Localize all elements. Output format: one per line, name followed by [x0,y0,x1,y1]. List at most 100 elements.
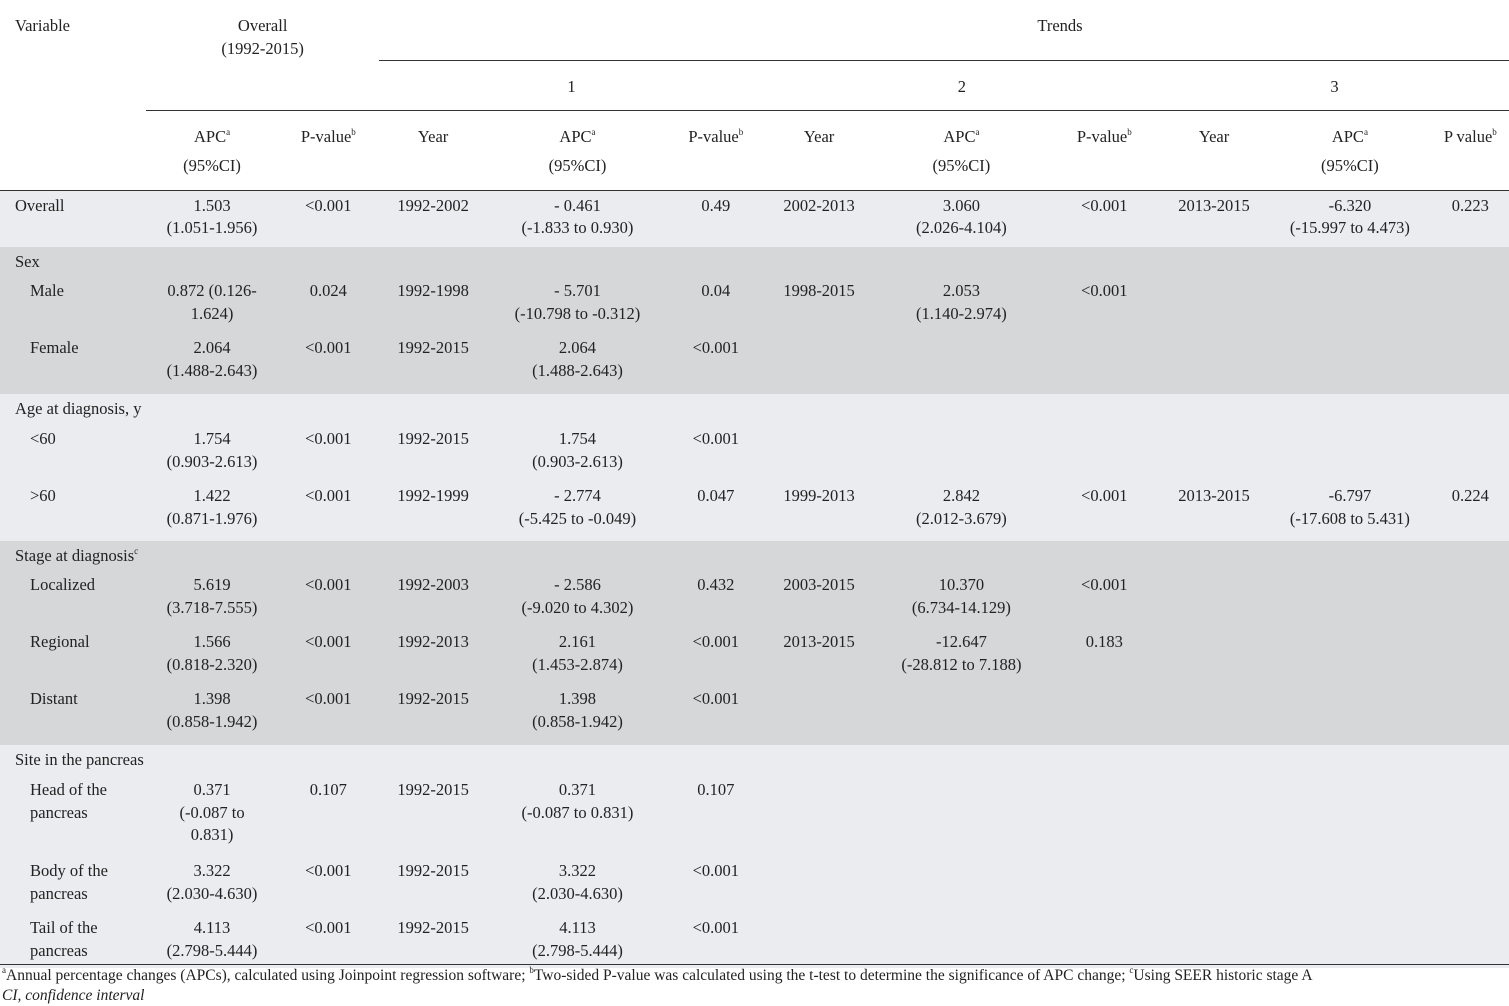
row-label: Tail of the pancreas [0,917,146,968]
p-value: <0.001 [692,861,740,880]
row-female: Female 2.064 (1.488-2.643) <0.001 1992-20… [0,337,1509,394]
ci-label: (95%CI) [183,156,241,175]
ci-value: (0.903-2.613) [166,451,258,471]
overall-apc-cell: 1.503 (1.051-1.956) [146,190,277,247]
row-head: Head of the pancreas 0.371 (-0.087 to 0.831… [0,779,1509,860]
ci-value: (-9.020 to 4.302) [521,597,634,617]
row-overall: Overall 1.503 (1.051-1.956) <0.001 1992-2… [0,190,1509,247]
row-label-line2: pancreas [30,940,88,960]
year-value: 1992-1998 [397,281,469,300]
t3-apc-header: APCa (95%CI) [1268,109,1432,190]
t1-apc-cell: - 2.774 (-5.425 to -0.049) [487,485,667,541]
ci-label: (95%CI) [1321,156,1379,175]
overall-apc-cell: 1.422 (0.871-1.976) [146,485,277,541]
footnote-a-sup: a [2,965,6,975]
ci-value: (1.488-2.643) [166,360,258,380]
year-value: 2013-2015 [1178,195,1250,215]
p-value: <0.001 [305,632,352,651]
year-value: 1998-2015 [783,281,855,300]
apc-value: - 5.701 [554,281,601,300]
p-value: 0.04 [701,281,731,300]
row-label: Head of the pancreas [0,779,146,860]
p-value: <0.001 [305,575,352,594]
year-value: 1992-2015 [397,338,469,357]
overall-apc-cell: 4.113 (2.798-5.444) [146,917,277,968]
pvalue-sup: b [1127,126,1132,137]
t1-apc-cell: 1.398 (0.858-1.942) [487,688,667,745]
trend-3-header: 3 [1159,59,1509,110]
t2-apc-cell: 2.842 (2.012-3.679) [874,485,1048,541]
t1-year-header: Year [378,109,488,190]
year-value: 2013-2015 [1178,486,1250,505]
apc-value: - 0.461 [554,195,601,215]
row-label: Localized [30,575,96,594]
apc-value: -6.320 [1328,195,1372,215]
header-row-1: Variable Overall (1992-2015) Trends [0,0,1509,60]
apc-sup: a [975,126,980,137]
apc-value: 0.371 [193,780,231,799]
header-row-2: 1 2 3 [0,59,1509,110]
year-value: 1992-2015 [397,861,469,880]
p-value: 0.432 [697,575,735,594]
row-stage: Stage at diagnosisc [0,541,1509,574]
apc-value: - 2.774 [554,486,601,505]
t1-apc-cell: 2.161 (1.453-2.874) [487,631,667,688]
ci-value: (-10.798 to -0.312) [514,303,641,323]
row-label-line1: Body of the [30,861,108,880]
apc-value: 1.503 [193,195,231,215]
ci-value: (-5.425 to -0.049) [518,508,637,528]
year-value: 1992-2002 [397,195,469,215]
p-value: <0.001 [305,195,352,215]
row-label: Body of the pancreas [0,860,146,917]
footnote-c-text: Using SEER historic stage A [1133,967,1313,984]
year-value: 1992-2013 [397,632,469,651]
apc-sup: a [1363,126,1368,137]
apc-value: 0.371 [558,780,597,799]
variable-header: Variable [15,16,70,35]
year-value: 1992-2015 [397,429,469,448]
overall-apc-cell: 0.371 (-0.087 to 0.831) [146,779,277,860]
row-site: Site in the pancreas [0,745,1509,779]
row-label: Regional [30,632,90,651]
overall-apc-cell: 3.322 (2.030-4.630) [146,860,277,917]
row-label-line2: pancreas [30,883,88,903]
p-value: 0.107 [697,780,735,799]
year-value: 1992-2015 [397,780,469,799]
ci-value: (0.903-2.613) [532,451,623,471]
ci-value: (2.030-4.630) [532,883,623,903]
trend-1-header: 1 [378,59,764,110]
p-value: <0.001 [1081,195,1128,215]
t2-apc-cell: 2.053 (1.140-2.974) [874,280,1048,337]
row-localized: Localized 5.619 (3.718-7.555) <0.001 1992… [0,574,1509,631]
apc-value: 1.754 [558,429,597,448]
pvalue-sup: b [351,126,356,137]
apc-sup: a [591,126,596,137]
apc-value: 1.398 [193,689,231,708]
row-male: Male 0.872 (0.126- 1.624) 0.024 1992-1998… [0,280,1509,337]
row-body: Body of the pancreas 3.322 (2.030-4.630) <… [0,860,1509,917]
row-label: >60 [30,486,56,505]
apc-sup: a [226,126,231,137]
overall-header-years: (1992-2015) [221,38,304,58]
p-value: 0.024 [309,281,347,300]
t2-apc-cell: 10.370 (6.734-14.129) [874,574,1048,631]
overall-apc-cell: 1.566 (0.818-2.320) [146,631,277,688]
t1-apc-cell: 4.113 (2.798-5.444) [487,917,667,968]
row-label-line1: Head of the [30,780,107,799]
t1-apc-cell: - 0.461 (-1.833 to 0.930) [487,190,667,247]
year-value: 1999-2013 [783,486,855,505]
ci-value: (-1.833 to 0.930) [521,218,634,237]
overall-header: Overall (1992-2015) [146,0,379,60]
t2-year-header: Year [763,109,875,190]
ci-label: (95%CI) [932,156,991,175]
apc-value: 2.064 [558,338,597,357]
row-sex: Sex [0,247,1509,280]
t3-apc-cell: -6.320 (-15.997 to 4.473) [1268,190,1431,247]
p-value: <0.001 [692,918,740,937]
row-label-line2: pancreas [30,802,88,822]
t1-apc-cell: 0.371 (-0.087 to 0.831) [487,779,667,860]
ci-value: (2.798-5.444) [166,940,258,960]
t1-apc-cell: 1.754 (0.903-2.613) [487,428,667,485]
ci-value: (6.734-14.129) [911,597,1011,617]
table-footnote: aAnnual percentage changes (APCs), calcu… [0,964,1509,1006]
